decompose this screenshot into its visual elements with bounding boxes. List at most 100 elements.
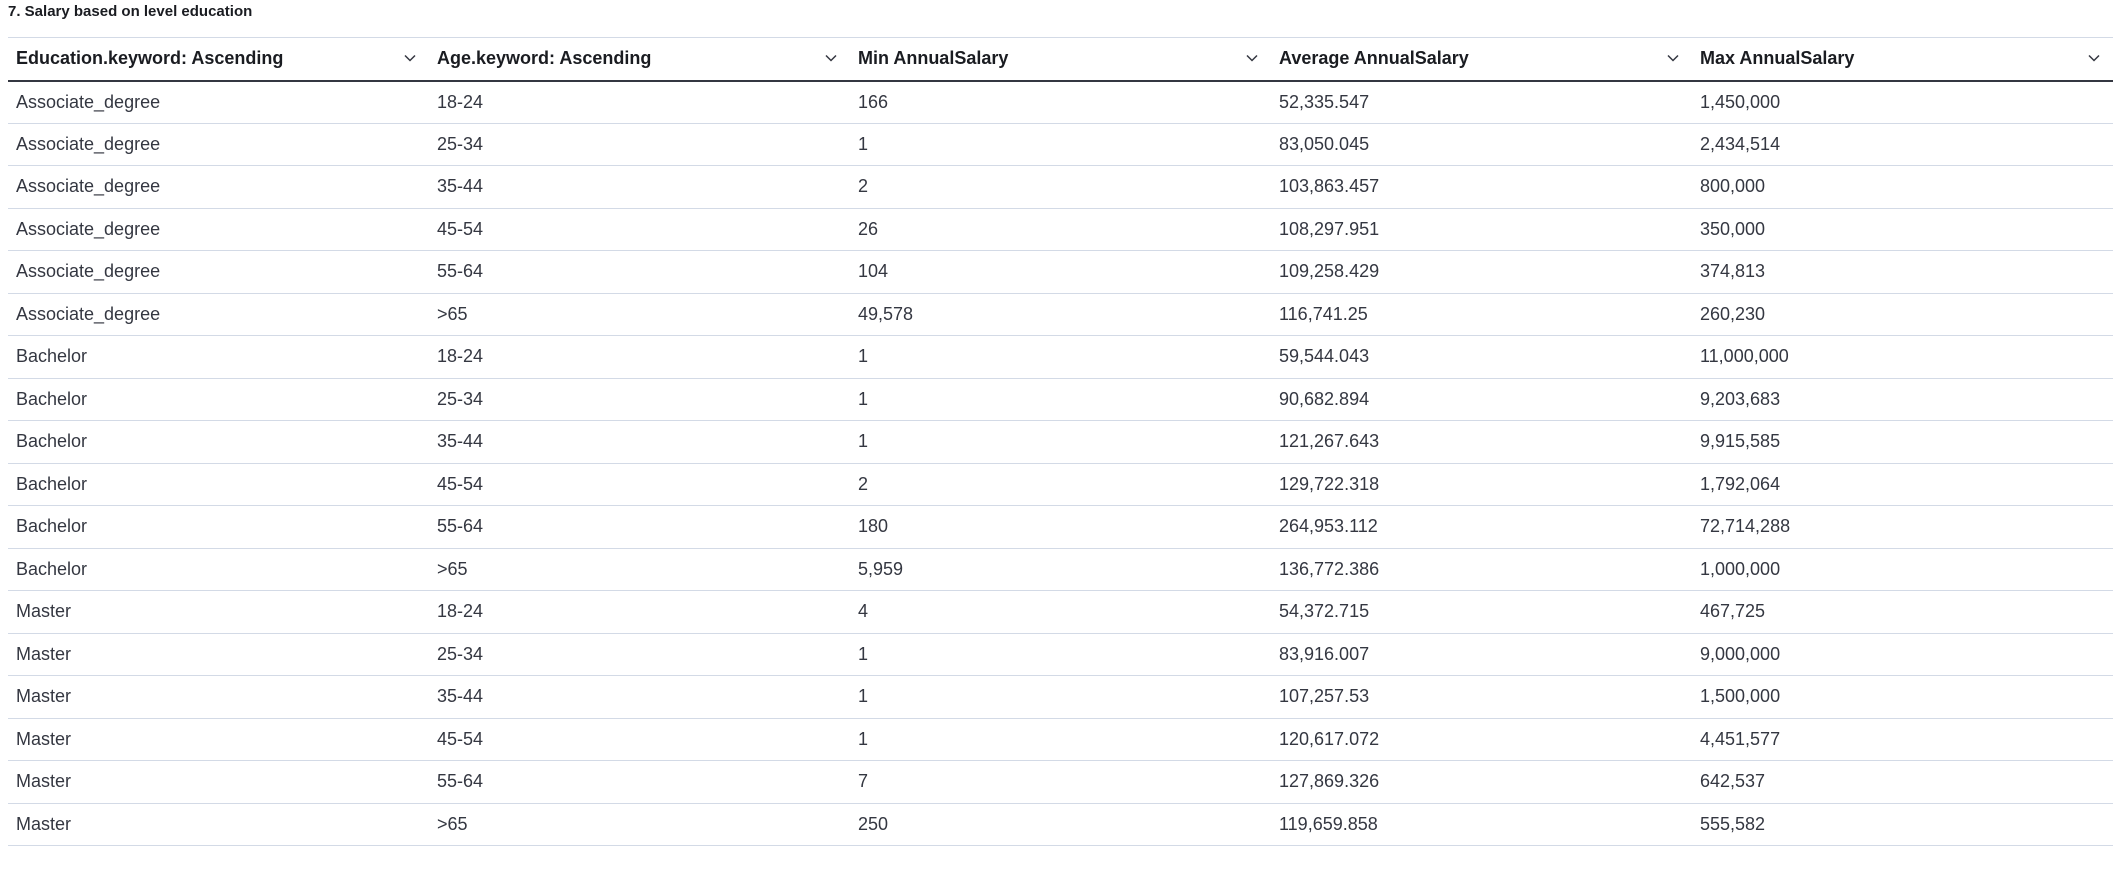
cell-min-salary: 104 [850, 250, 1271, 294]
table-row: Bachelor >65 5,959 136,772.386 1,000,000 [8, 548, 2113, 591]
column-header-label: Max AnnualSalary [1700, 48, 1855, 69]
cell-education: Associate_degree [8, 123, 429, 166]
cell-max-salary: 2,434,514 [1692, 123, 2113, 166]
cell-max-salary: 1,792,064 [1692, 463, 2113, 506]
table-row: Master 25-34 1 83,916.007 9,000,000 [8, 633, 2113, 676]
cell-avg-salary: 108,297.951 [1271, 208, 1692, 251]
table-header-row: Education.keyword: Ascending Age.keyword… [8, 37, 2113, 82]
cell-max-salary: 800,000 [1692, 165, 2113, 209]
cell-avg-salary: 109,258.429 [1271, 250, 1692, 294]
cell-max-salary: 1,000,000 [1692, 548, 2113, 591]
cell-age: 35-44 [429, 165, 850, 209]
cell-avg-salary: 83,050.045 [1271, 123, 1692, 166]
cell-age: 25-34 [429, 633, 850, 676]
cell-avg-salary: 59,544.043 [1271, 335, 1692, 379]
cell-avg-salary: 129,722.318 [1271, 463, 1692, 506]
cell-age: 18-24 [429, 80, 850, 124]
column-header-age[interactable]: Age.keyword: Ascending [429, 37, 850, 82]
cell-max-salary: 11,000,000 [1692, 335, 2113, 379]
column-header-education[interactable]: Education.keyword: Ascending [8, 37, 429, 82]
cell-age: 45-54 [429, 208, 850, 251]
cell-max-salary: 642,537 [1692, 760, 2113, 804]
cell-education: Bachelor [8, 420, 429, 464]
table-row: Bachelor 45-54 2 129,722.318 1,792,064 [8, 463, 2113, 506]
cell-min-salary: 7 [850, 760, 1271, 804]
cell-min-salary: 250 [850, 803, 1271, 846]
cell-education: Master [8, 803, 429, 846]
cell-education: Associate_degree [8, 293, 429, 336]
table-row: Associate_degree 45-54 26 108,297.951 350,00… [8, 208, 2113, 251]
cell-avg-salary: 136,772.386 [1271, 548, 1692, 591]
cell-age: 35-44 [429, 420, 850, 464]
cell-education: Master [8, 633, 429, 676]
table-row: Associate_degree 55-64 104 109,258.429 374,8… [8, 250, 2113, 294]
chevron-down-icon[interactable] [824, 51, 838, 65]
cell-min-salary: 1 [850, 633, 1271, 676]
cell-education: Associate_degree [8, 80, 429, 124]
cell-avg-salary: 119,659.858 [1271, 803, 1692, 846]
cell-avg-salary: 107,257.53 [1271, 675, 1692, 719]
cell-max-salary: 9,203,683 [1692, 378, 2113, 421]
cell-avg-salary: 54,372.715 [1271, 590, 1692, 634]
column-header-min-salary[interactable]: Min AnnualSalary [850, 37, 1271, 82]
cell-age: 55-64 [429, 505, 850, 549]
panel-title: 7. Salary based on level education [8, 3, 253, 20]
chevron-down-icon[interactable] [2087, 51, 2101, 65]
cell-age: 18-24 [429, 335, 850, 379]
chevron-down-icon[interactable] [1245, 51, 1259, 65]
cell-avg-salary: 83,916.007 [1271, 633, 1692, 676]
table-row: Master 55-64 7 127,869.326 642,537 [8, 760, 2113, 804]
table-row: Master 35-44 1 107,257.53 1,500,000 [8, 675, 2113, 719]
cell-max-salary: 374,813 [1692, 250, 2113, 294]
table-row: Bachelor 55-64 180 264,953.112 72,714,288 [8, 505, 2113, 549]
cell-avg-salary: 103,863.457 [1271, 165, 1692, 209]
cell-age: 55-64 [429, 250, 850, 294]
cell-max-salary: 1,450,000 [1692, 80, 2113, 124]
cell-age: 18-24 [429, 590, 850, 634]
cell-min-salary: 2 [850, 165, 1271, 209]
cell-education: Associate_degree [8, 165, 429, 209]
table-row: Master 18-24 4 54,372.715 467,725 [8, 590, 2113, 634]
cell-max-salary: 9,000,000 [1692, 633, 2113, 676]
cell-education: Bachelor [8, 505, 429, 549]
table-row: Bachelor 35-44 1 121,267.643 9,915,585 [8, 420, 2113, 464]
cell-max-salary: 260,230 [1692, 293, 2113, 336]
cell-age: 25-34 [429, 123, 850, 166]
column-header-label: Age.keyword: Ascending [437, 48, 652, 69]
cell-max-salary: 4,451,577 [1692, 718, 2113, 761]
table-row: Associate_degree >65 49,578 116,741.25 260,2… [8, 293, 2113, 336]
cell-age: 45-54 [429, 718, 850, 761]
cell-education: Associate_degree [8, 208, 429, 251]
cell-education: Bachelor [8, 548, 429, 591]
cell-education: Bachelor [8, 463, 429, 506]
cell-avg-salary: 121,267.643 [1271, 420, 1692, 464]
cell-education: Bachelor [8, 335, 429, 379]
cell-min-salary: 1 [850, 420, 1271, 464]
chevron-down-icon[interactable] [403, 51, 417, 65]
cell-min-salary: 4 [850, 590, 1271, 634]
table-body: Associate_degree 18-24 166 52,335.547 1,450,… [8, 80, 2113, 846]
cell-max-salary: 72,714,288 [1692, 505, 2113, 549]
cell-age: 25-34 [429, 378, 850, 421]
cell-education: Master [8, 590, 429, 634]
cell-education: Bachelor [8, 378, 429, 421]
cell-min-salary: 1 [850, 675, 1271, 719]
cell-avg-salary: 52,335.547 [1271, 80, 1692, 124]
cell-max-salary: 1,500,000 [1692, 675, 2113, 719]
cell-education: Master [8, 675, 429, 719]
column-header-max-salary[interactable]: Max AnnualSalary [1692, 37, 2113, 82]
table-row: Bachelor 25-34 1 90,682.894 9,203,683 [8, 378, 2113, 421]
cell-age: >65 [429, 548, 850, 591]
cell-min-salary: 5,959 [850, 548, 1271, 591]
cell-min-salary: 1 [850, 335, 1271, 379]
cell-avg-salary: 90,682.894 [1271, 378, 1692, 421]
cell-max-salary: 350,000 [1692, 208, 2113, 251]
cell-max-salary: 467,725 [1692, 590, 2113, 634]
cell-max-salary: 9,915,585 [1692, 420, 2113, 464]
cell-avg-salary: 120,617.072 [1271, 718, 1692, 761]
chevron-down-icon[interactable] [1666, 51, 1680, 65]
cell-min-salary: 2 [850, 463, 1271, 506]
table-row: Associate_degree 25-34 1 83,050.045 2,434,51… [8, 123, 2113, 166]
column-header-avg-salary[interactable]: Average AnnualSalary [1271, 37, 1692, 82]
